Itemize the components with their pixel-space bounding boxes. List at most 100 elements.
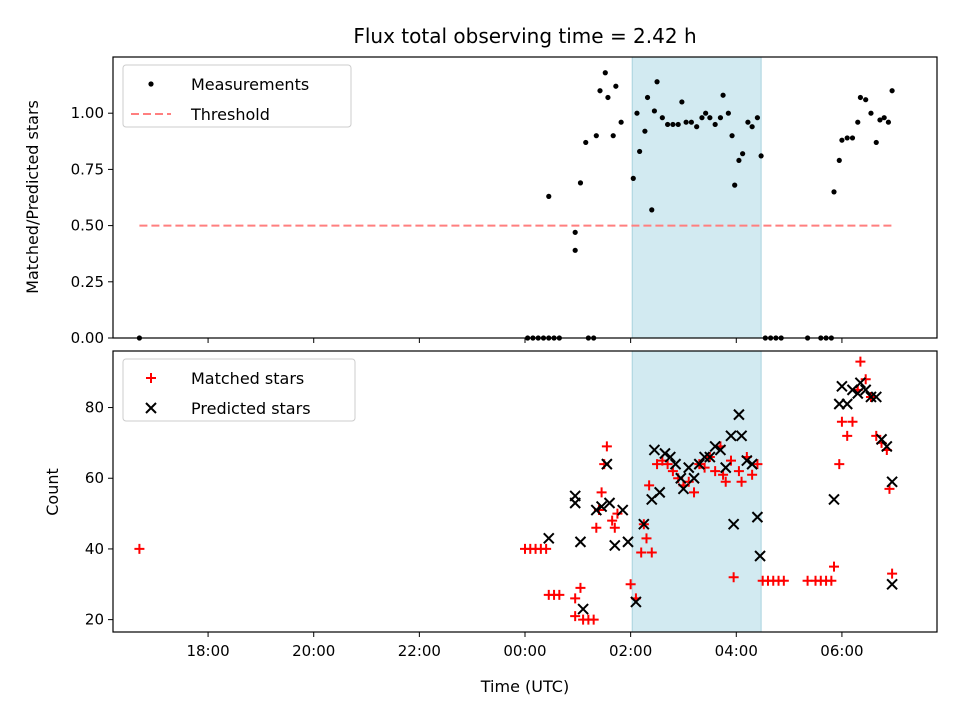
data-point	[693, 458, 706, 470]
data-point	[602, 70, 608, 76]
data-point	[648, 444, 661, 456]
data-point	[572, 229, 578, 235]
data-point	[746, 458, 758, 470]
data-point	[720, 461, 732, 474]
data-point	[588, 614, 599, 625]
data-point	[831, 189, 837, 195]
data-point	[886, 476, 898, 488]
data-point	[637, 148, 643, 155]
data-point	[675, 121, 681, 128]
data-point	[689, 487, 700, 498]
data-point	[699, 462, 710, 473]
data-point	[683, 119, 689, 125]
data-point	[728, 572, 739, 583]
data-point	[654, 79, 660, 85]
data-point	[546, 193, 552, 199]
x-tick-label: 00:00	[503, 642, 546, 660]
data-point	[659, 115, 665, 121]
x-tick-label: 18:00	[186, 642, 229, 660]
data-point	[569, 497, 581, 509]
data-point	[887, 568, 898, 579]
x-tick-label: 22:00	[398, 642, 441, 660]
data-point	[636, 547, 647, 558]
data-point	[605, 94, 611, 101]
y-tick-label: 80	[85, 399, 104, 417]
data-point	[642, 128, 648, 134]
data-point	[758, 153, 764, 159]
data-point	[889, 88, 895, 94]
data-point	[860, 374, 871, 385]
data-point	[593, 133, 599, 139]
data-point	[855, 119, 861, 125]
data-point	[871, 430, 882, 441]
data-point	[885, 119, 892, 125]
data-point	[875, 433, 888, 446]
data-point	[836, 380, 848, 393]
data-point	[597, 88, 603, 94]
data-point	[575, 582, 586, 593]
data-point	[644, 94, 651, 101]
data-point	[747, 469, 758, 480]
legend-label: Matched stars	[191, 369, 304, 388]
data-point	[829, 561, 839, 572]
data-point	[649, 207, 655, 213]
data-point	[677, 483, 690, 495]
data-point	[577, 180, 584, 186]
data-point	[754, 550, 766, 562]
data-point	[618, 119, 624, 125]
data-point	[659, 447, 671, 460]
ratio-panel: 0.00 0.25 0.50 0.75 1.00 Matched/Predicted st…	[23, 56, 938, 347]
data-point	[720, 92, 726, 98]
x-tick-label: 02:00	[609, 642, 652, 660]
data-point	[733, 408, 745, 421]
legend-label: Threshold	[190, 105, 270, 124]
data-point	[886, 578, 898, 590]
data-point	[868, 110, 874, 116]
data-point	[630, 596, 642, 608]
data-point	[634, 110, 640, 116]
data-point	[630, 175, 636, 181]
legend: Matched stars Predicted stars	[122, 358, 356, 422]
data-point	[664, 451, 676, 463]
data-point	[870, 391, 882, 403]
data-point	[591, 522, 602, 533]
count-panel: 18:00 20:00 22:00 00:00 02:00 04:00 06:00 20 40 6…	[43, 350, 938, 660]
data-point	[855, 356, 866, 367]
data-point	[669, 458, 682, 470]
data-point	[638, 518, 650, 530]
data-point	[741, 454, 753, 467]
data-point	[836, 416, 847, 427]
data-point	[609, 522, 620, 533]
data-point	[601, 458, 613, 470]
x-tick-label: 06:00	[820, 642, 863, 660]
data-point	[610, 133, 616, 139]
data-point	[570, 611, 581, 622]
data-point	[679, 99, 685, 105]
data-point	[596, 487, 607, 498]
data-point	[740, 151, 746, 157]
y-tick-label: 20	[85, 611, 104, 629]
legend-marker	[145, 402, 157, 414]
data-point	[710, 466, 721, 477]
data-point	[707, 115, 713, 121]
y-tick-label: 40	[85, 540, 104, 558]
data-point	[839, 137, 845, 143]
legend-marker	[146, 373, 156, 383]
data-point	[601, 441, 612, 452]
data-point	[733, 466, 744, 477]
data-point	[857, 94, 864, 101]
data-point	[725, 110, 731, 116]
data-point	[646, 547, 657, 558]
data-point	[572, 247, 578, 253]
data-point	[543, 532, 555, 545]
data-point	[877, 117, 883, 123]
y-axis-label: Matched/Predicted stars	[23, 100, 42, 294]
data-point	[577, 603, 589, 615]
data-point	[712, 121, 718, 128]
data-point	[725, 430, 737, 442]
data-point	[675, 472, 687, 484]
data-point	[881, 440, 893, 453]
series-predicted-stars	[543, 377, 898, 615]
data-point	[688, 119, 694, 125]
